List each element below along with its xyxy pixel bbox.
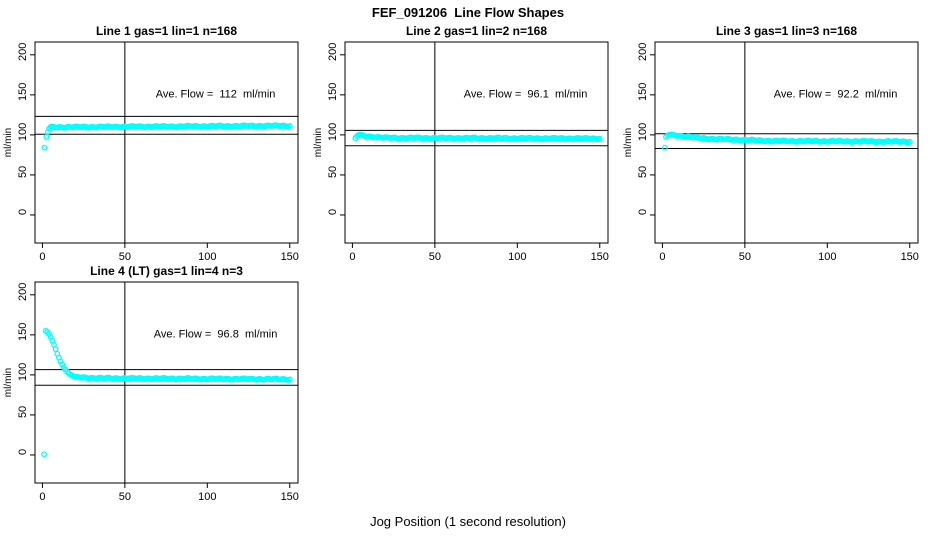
y-axis-tick-label: 100 bbox=[17, 363, 29, 381]
x-axis-tick-label: 100 bbox=[198, 251, 216, 263]
y-axis-tick-label: 100 bbox=[637, 123, 649, 141]
x-axis-tick-label: 50 bbox=[739, 251, 751, 263]
panel-title: Line 1 gas=1 lin=1 n=168 bbox=[96, 24, 237, 38]
y-axis-title: ml/min bbox=[313, 128, 324, 157]
x-axis-tick-label: 150 bbox=[591, 251, 609, 263]
data-point bbox=[906, 138, 913, 145]
y-axis-tick-label: 0 bbox=[17, 449, 29, 455]
x-axis-tick-label: 50 bbox=[119, 491, 131, 503]
panel-title: Line 3 gas=1 lin=3 n=168 bbox=[716, 24, 857, 38]
y-axis-title: ml/min bbox=[3, 368, 14, 397]
x-axis-tick-label: 100 bbox=[818, 251, 836, 263]
plot-box bbox=[34, 41, 299, 244]
series-points bbox=[352, 131, 603, 143]
data-point bbox=[41, 451, 48, 458]
x-axis-tick-label: 50 bbox=[119, 251, 131, 263]
x-axis-tick-label: 0 bbox=[39, 251, 45, 263]
x-axis-tick-label: 0 bbox=[39, 491, 45, 503]
plot-box bbox=[34, 281, 299, 484]
data-point bbox=[43, 133, 50, 140]
flow-average-annotation: Ave. Flow = 96.8 ml/min bbox=[154, 328, 278, 340]
flow-average-annotation: Ave. Flow = 92.2 ml/min bbox=[774, 88, 898, 100]
y-axis-tick-label: 150 bbox=[17, 323, 29, 341]
panel-4: 0 50 100 150 0 50 100 150 200 ml/min Line 4 (LT) g… bbox=[3, 264, 299, 503]
x-axis-tick-label: 0 bbox=[349, 251, 355, 263]
y-axis-tick-label: 50 bbox=[327, 166, 339, 178]
y-axis-tick-label: 0 bbox=[327, 209, 339, 215]
panel-2: 0 50 100 150 0 50 100 150 200 ml/min Line 2 gas=1 … bbox=[313, 24, 609, 263]
data-point bbox=[286, 376, 293, 383]
panel-3: 0 50 100 150 0 50 100 150 200 ml/min Line 3 gas=1 … bbox=[623, 24, 919, 263]
y-axis-tick-label: 150 bbox=[327, 83, 339, 101]
data-point bbox=[41, 144, 48, 151]
y-axis-tick-label: 50 bbox=[17, 406, 29, 418]
x-axis-tick-label: 100 bbox=[198, 491, 216, 503]
x-axis-tick-label: 150 bbox=[281, 491, 299, 503]
panel-1: 0 50 100 150 0 50 100 150 200 ml/min Line 1 gas=1 … bbox=[3, 24, 299, 263]
x-axis-tick-label: 150 bbox=[281, 251, 299, 263]
data-point bbox=[44, 128, 51, 135]
data-point bbox=[596, 135, 603, 142]
flow-average-annotation: Ave. Flow = 96.1 ml/min bbox=[464, 88, 588, 100]
data-point bbox=[661, 144, 668, 151]
y-axis-title: ml/min bbox=[623, 128, 634, 157]
x-axis-tick-label: 0 bbox=[659, 251, 665, 263]
series-points bbox=[41, 327, 293, 458]
y-axis-title: ml/min bbox=[3, 128, 14, 157]
y-axis-tick-label: 200 bbox=[327, 43, 339, 61]
y-axis-tick-label: 200 bbox=[637, 43, 649, 61]
y-axis-tick-label: 200 bbox=[17, 43, 29, 61]
y-axis-tick-label: 100 bbox=[327, 123, 339, 141]
series-points bbox=[41, 122, 293, 151]
x-axis-tick-label: 150 bbox=[901, 251, 919, 263]
flow-average-annotation: Ave. Flow = 112 ml/min bbox=[156, 88, 276, 100]
y-axis-tick-label: 50 bbox=[637, 166, 649, 178]
y-axis-tick-label: 100 bbox=[17, 123, 29, 141]
x-axis-label: Jog Position (1 second resolution) bbox=[370, 514, 566, 529]
y-axis-tick-label: 150 bbox=[637, 83, 649, 101]
y-axis-tick-label: 150 bbox=[17, 83, 29, 101]
data-point bbox=[286, 122, 293, 129]
y-axis-tick-label: 50 bbox=[17, 166, 29, 178]
panel-title: Line 2 gas=1 lin=2 n=168 bbox=[406, 24, 547, 38]
plot-box bbox=[654, 41, 919, 244]
x-axis-tick-label: 100 bbox=[508, 251, 526, 263]
x-axis-tick-label: 50 bbox=[429, 251, 441, 263]
y-axis-tick-label: 0 bbox=[637, 209, 649, 215]
y-axis-tick-label: 0 bbox=[17, 209, 29, 215]
panel-title: Line 4 (LT) gas=1 lin=4 n=3 bbox=[90, 264, 243, 278]
plot-box bbox=[344, 41, 609, 244]
y-axis-tick-label: 200 bbox=[17, 283, 29, 301]
chart-title: FEF_091206 Line Flow Shapes bbox=[371, 5, 565, 20]
series-points bbox=[661, 131, 913, 151]
